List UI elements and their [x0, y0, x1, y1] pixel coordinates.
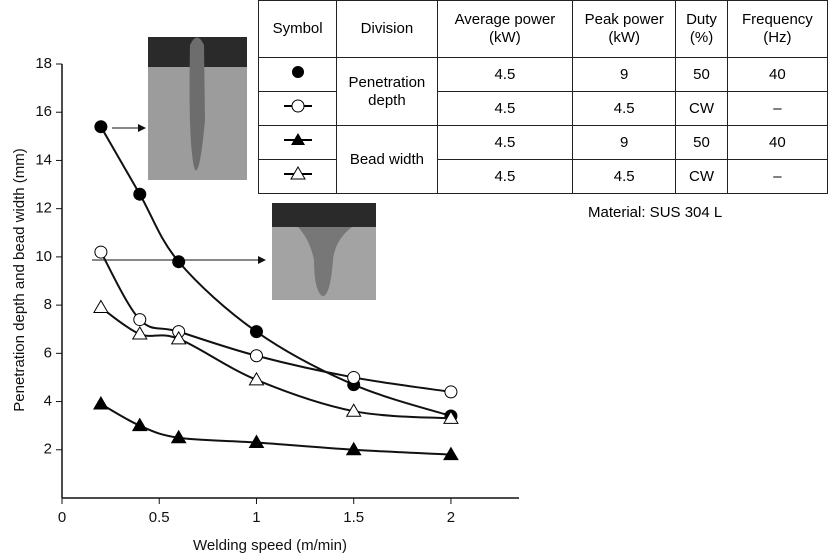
point	[248, 434, 265, 449]
weld-section	[298, 227, 352, 297]
y-tick-label: 2	[44, 441, 52, 458]
x-tick-label: 2	[447, 509, 455, 526]
point	[444, 385, 458, 399]
photo-top	[272, 203, 376, 227]
cell: –	[726, 159, 828, 194]
point	[443, 410, 459, 424]
cell: 4.5	[436, 125, 574, 160]
point	[248, 371, 265, 386]
point	[249, 349, 263, 363]
note: Material: SUS 304 L	[588, 204, 723, 221]
division-cell: Penetration depth	[336, 57, 438, 126]
cell: 50	[675, 125, 728, 160]
cell: –	[726, 91, 828, 126]
symbol-mark	[289, 166, 306, 180]
point	[249, 325, 263, 339]
weld-section	[189, 37, 205, 171]
y-tick-label: 18	[35, 55, 52, 72]
division-cell: Bead width	[336, 125, 438, 194]
x-axis-title: Welding speed (m/min)	[193, 537, 347, 554]
cell: 4.5	[436, 57, 574, 92]
x-tick-label: 0.5	[149, 509, 170, 526]
x-tick-label: 1	[252, 509, 260, 526]
symbol-cell	[257, 125, 338, 160]
cell: 9	[572, 125, 677, 160]
y-tick-label: 10	[35, 248, 52, 265]
point	[131, 326, 148, 340]
header-cell: Symbol	[257, 0, 338, 58]
x-tick-label: 1.5	[343, 509, 364, 526]
header-cell: Division	[336, 0, 438, 58]
cell: 9	[572, 57, 677, 92]
point	[172, 255, 186, 269]
symbol	[283, 166, 312, 180]
fit-curve	[100, 306, 452, 420]
point	[133, 313, 147, 327]
x-tick-label: 0	[58, 509, 66, 526]
table: Symbol Division Average power (kW) Peak …	[257, 0, 828, 194]
cell: CW	[675, 159, 728, 194]
y-tick-label: 4	[44, 393, 52, 410]
header-cell: Duty (%)	[675, 0, 728, 58]
cell: 4.5	[436, 91, 574, 126]
symbol-mark	[290, 133, 305, 145]
arrow-head	[258, 256, 266, 264]
point	[170, 429, 187, 444]
point	[345, 403, 362, 417]
point	[345, 441, 362, 456]
point	[93, 395, 109, 410]
cell: CW	[675, 91, 728, 126]
cell: 40	[726, 125, 828, 160]
cell: 40	[726, 57, 828, 92]
cell: 4.5	[572, 159, 677, 194]
y-axis-title: Penetration depth and bead width (mm)	[11, 148, 28, 412]
y-tick-label: 8	[44, 296, 52, 313]
header-cell: Average power (kW)	[436, 0, 574, 58]
point	[170, 330, 187, 345]
symbol-mark	[291, 99, 305, 113]
header-cell: Peak power (kW)	[572, 0, 677, 58]
y-tick-label: 14	[35, 151, 52, 168]
fit-curve	[100, 403, 451, 456]
symbol-cell	[257, 159, 338, 194]
point	[93, 299, 109, 314]
y-tick-label: 12	[35, 200, 52, 217]
point	[131, 417, 148, 432]
symbol-mark	[291, 66, 304, 78]
cell: 4.5	[436, 159, 574, 194]
cell: 50	[675, 57, 728, 92]
point	[133, 187, 147, 201]
cell: 4.5	[572, 91, 677, 126]
symbol-cell	[257, 57, 338, 92]
symbol	[283, 99, 312, 113]
point	[347, 370, 361, 384]
arrow-head	[138, 124, 146, 132]
symbol	[291, 66, 304, 78]
y-tick-label: 6	[44, 344, 52, 361]
symbol-cell	[257, 91, 338, 126]
point	[94, 245, 108, 259]
y-tick-label: 16	[35, 103, 52, 120]
point	[443, 446, 459, 461]
point	[94, 120, 108, 134]
symbol	[283, 133, 312, 145]
header-cell: Frequency (Hz)	[726, 0, 828, 58]
